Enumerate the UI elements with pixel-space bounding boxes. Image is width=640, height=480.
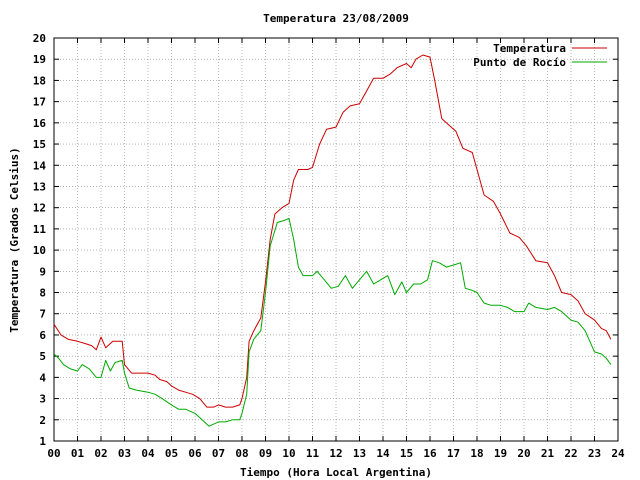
series-line-rocio	[53, 217, 612, 427]
x-tick-label: 08	[235, 447, 248, 460]
x-tick-label: 13	[353, 447, 366, 460]
axis-ticks: 00 01 02 03 04 05 06 07 08 09 10 11 12 13 14 15 16 17 18 19…	[33, 32, 625, 460]
y-tick-label: 3	[39, 393, 46, 406]
x-tick-label: 21	[541, 447, 555, 460]
y-tick-label: 20	[33, 32, 46, 45]
y-tick-label: 15	[33, 138, 46, 151]
x-tick-label: 06	[188, 447, 202, 460]
series-line-temperatura	[53, 54, 612, 408]
x-axis-label: Tiempo (Hora Local Argentina)	[240, 466, 432, 479]
x-tick-label: 03	[118, 447, 131, 460]
x-tick-label: 18	[470, 447, 483, 460]
x-tick-label: 02	[94, 447, 107, 460]
y-tick-label: 2	[39, 414, 46, 427]
legend-label-temperatura: Temperatura	[493, 42, 566, 55]
x-tick-label: 10	[282, 447, 295, 460]
x-tick-label: 24	[611, 447, 625, 460]
y-tick-label: 17	[33, 96, 46, 109]
x-tick-label: 17	[447, 447, 460, 460]
x-tick-label: 19	[494, 447, 507, 460]
x-tick-label: 12	[329, 447, 342, 460]
x-tick-label: 22	[564, 447, 577, 460]
y-tick-label: 8	[39, 287, 46, 300]
legend-label-rocio: Punto de Rocío	[473, 56, 566, 69]
x-tick-label: 04	[141, 447, 155, 460]
grid	[54, 38, 618, 441]
y-tick-label: 7	[39, 308, 46, 321]
series-group	[53, 54, 612, 427]
y-tick-label: 10	[33, 244, 46, 257]
x-tick-label: 07	[212, 447, 225, 460]
x-tick-label: 16	[423, 447, 437, 460]
y-tick-label: 6	[39, 329, 46, 342]
y-tick-label: 12	[33, 202, 46, 215]
x-tick-label: 01	[71, 447, 85, 460]
x-tick-label: 20	[517, 447, 530, 460]
legend: Temperatura Punto de Rocío	[473, 42, 607, 69]
x-tick-label: 00	[47, 447, 60, 460]
y-tick-label: 13	[33, 180, 46, 193]
y-tick-label: 18	[33, 74, 46, 87]
y-tick-label: 9	[39, 265, 46, 278]
y-tick-label: 1	[39, 435, 46, 448]
x-tick-label: 14	[376, 447, 390, 460]
y-tick-label: 16	[33, 117, 47, 130]
plot-area-border	[53, 37, 619, 442]
y-tick-label: 4	[39, 371, 46, 384]
y-tick-label: 14	[33, 159, 47, 172]
x-tick-label: 23	[588, 447, 601, 460]
chart-title: Temperatura 23/08/2009	[263, 12, 409, 25]
x-tick-label: 09	[259, 447, 272, 460]
x-tick-label: 15	[400, 447, 413, 460]
y-tick-label: 19	[33, 53, 46, 66]
y-axis-label: Temperatura (Grados Celsius)	[8, 147, 21, 332]
y-tick-label: 11	[33, 223, 47, 236]
y-tick-label: 5	[39, 350, 46, 363]
x-tick-label: 05	[165, 447, 178, 460]
x-tick-label: 11	[306, 447, 320, 460]
